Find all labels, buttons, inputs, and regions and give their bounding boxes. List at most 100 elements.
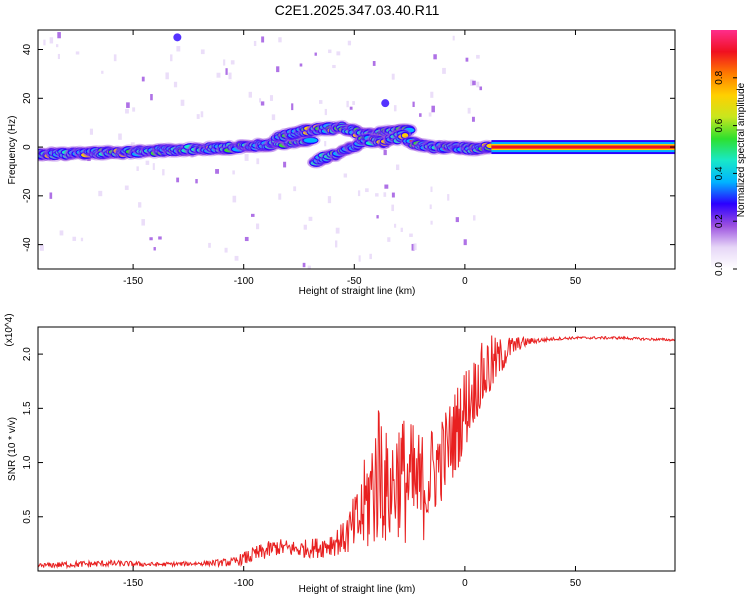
spectral-speckle xyxy=(324,141,327,147)
snr-y-axis-label: SNR (10 * v/v) xyxy=(7,417,18,481)
spectral-speckle xyxy=(136,166,139,171)
spectral-speckle xyxy=(346,100,349,108)
snr-panel: -150 -100 0 50 0.5 1.0 1.5 2.0 (x10^4) Height … xyxy=(4,313,676,595)
spectral-speckle xyxy=(180,99,185,106)
colorbar-tick-label: 0.2 xyxy=(714,214,725,228)
spectral-speckle xyxy=(412,101,415,108)
spectral-speckle xyxy=(394,223,397,228)
snr-x-axis-label: Height of straight line (km) xyxy=(299,584,416,595)
spectral-speckle xyxy=(256,223,260,230)
spectral-speckle xyxy=(269,95,274,101)
spectral-speckle xyxy=(141,76,145,82)
spectral-speckle xyxy=(447,194,450,201)
spectral-speckle xyxy=(349,106,353,110)
spectral-speckle xyxy=(314,52,317,56)
spectral-speckle xyxy=(173,81,178,88)
spectral-speckle xyxy=(376,215,379,219)
spectral-blob xyxy=(303,137,318,143)
x-tick-label: -50 xyxy=(347,276,362,287)
spectral-speckle xyxy=(357,190,361,197)
spectral-speckle xyxy=(57,53,61,60)
spectral-speckle xyxy=(145,160,150,165)
spectral-speckle xyxy=(228,72,232,80)
spectral-speckle xyxy=(49,192,53,199)
spectral-speckle xyxy=(352,101,355,105)
spectral-speckle xyxy=(308,216,313,221)
x-tick-label: 0 xyxy=(462,578,468,589)
spectral-speckle xyxy=(278,37,282,43)
spectral-feature xyxy=(381,99,390,108)
spectral-speckle xyxy=(195,179,198,184)
spectral-speckle xyxy=(278,193,282,200)
spectral-speckle xyxy=(375,193,379,197)
spectrogram-heatmap xyxy=(38,32,675,269)
spectral-speckle xyxy=(118,133,122,140)
x-tick-label: 50 xyxy=(570,276,582,287)
spectral-speckle xyxy=(442,67,446,74)
spectral-speckle xyxy=(216,72,221,78)
spectral-speckle xyxy=(271,114,276,121)
spectral-speckle xyxy=(476,54,480,59)
spectral-speckle xyxy=(125,108,129,114)
spectral-speckle xyxy=(138,202,142,208)
spectral-speckle xyxy=(336,51,341,56)
spectral-speckle xyxy=(328,49,332,54)
spectral-speckle xyxy=(55,44,59,48)
spectral-speckle xyxy=(215,169,220,174)
spectral-speckle xyxy=(230,60,235,65)
spectral-speckle xyxy=(369,253,372,260)
x-tick-label: -150 xyxy=(123,276,143,287)
spectral-speckle xyxy=(80,237,84,242)
spectral-speckle xyxy=(419,113,422,117)
spectral-speckle xyxy=(176,177,180,183)
spectral-speckle xyxy=(383,192,387,197)
colorbar-label: Normalized spectral amplitude xyxy=(736,82,747,217)
spectral-speckle xyxy=(49,37,54,44)
spectral-speckle xyxy=(162,169,165,176)
spectral-speckle xyxy=(293,186,297,192)
spectral-speckle xyxy=(259,98,262,103)
spectral-speckle xyxy=(152,163,155,170)
spectral-speckle xyxy=(248,91,252,98)
spectral-speckle xyxy=(244,236,249,242)
spectral-speckle xyxy=(463,239,467,246)
colorbar-ticks: 0.0 0.2 0.4 0.6 0.8 xyxy=(714,70,737,276)
x-tick-label: 50 xyxy=(570,578,582,589)
spectral-speckle xyxy=(393,105,397,112)
spectral-speckle xyxy=(335,227,340,234)
x-tick-label: -150 xyxy=(123,578,143,589)
spectral-speckle xyxy=(302,262,306,268)
spectral-speckle xyxy=(471,116,475,122)
spectral-speckle xyxy=(470,79,474,86)
spectral-speckle xyxy=(479,86,483,91)
spectral-speckle xyxy=(472,80,476,86)
spectral-speckle xyxy=(455,217,459,223)
spectral-speckle xyxy=(170,54,173,62)
spectral-speckle xyxy=(130,142,135,146)
spectral-speckle xyxy=(225,68,228,75)
spectrogram-y-axis-label: Frequency (Hz) xyxy=(7,116,18,185)
spectral-speckle xyxy=(132,107,136,112)
spectral-speckle xyxy=(433,54,437,60)
spectral-speckle xyxy=(372,61,376,66)
spectral-speckle xyxy=(291,103,294,111)
spectral-speckle xyxy=(234,255,239,261)
spectral-speckle xyxy=(428,112,432,117)
spectral-speckle xyxy=(43,39,46,46)
spectral-speckle xyxy=(327,196,332,204)
colorbar-tick-label: 0.0 xyxy=(714,262,725,276)
y-tick-label: 1.5 xyxy=(22,401,33,415)
spectral-speckle xyxy=(473,215,476,221)
colorbar: 0.0 0.2 0.4 0.6 0.8 Normalized spectral ampl… xyxy=(711,30,747,276)
spectrogram-x-axis-label: Height of straight line (km) xyxy=(299,286,416,297)
spectral-speckle xyxy=(307,265,311,269)
x-tick-label: -100 xyxy=(234,578,254,589)
spectral-blob xyxy=(401,133,409,138)
snr-series-line xyxy=(38,335,675,570)
spectral-speckle xyxy=(430,91,434,98)
spectral-speckle xyxy=(124,185,129,190)
spectral-speckle xyxy=(318,100,323,104)
y-tick-label: 1.0 xyxy=(22,455,33,469)
snr-y-exponent: (x10^4) xyxy=(4,313,15,346)
